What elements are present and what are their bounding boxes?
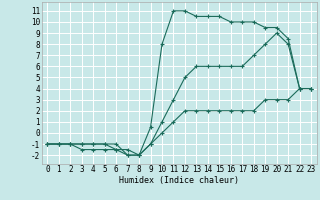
X-axis label: Humidex (Indice chaleur): Humidex (Indice chaleur) <box>119 176 239 185</box>
